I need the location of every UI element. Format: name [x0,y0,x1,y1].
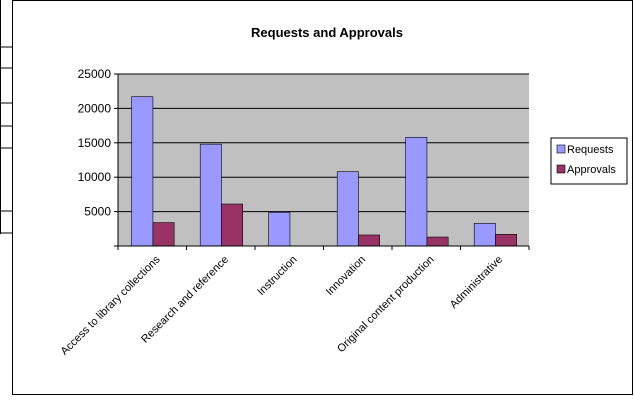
bar-requests [405,136,428,247]
chart-title: Requests and Approvals [251,25,403,40]
bar-requests [131,96,154,247]
axes [114,73,530,250]
bar-approvals [426,236,449,247]
legend-label: Requests [567,144,614,156]
bar-approvals [358,234,380,247]
y-axis-tick-labels: 5000 10000 15000 20000 25000 [78,67,112,219]
spreadsheet-fragment [0,0,12,234]
y-tick-label: 5000 [84,205,111,219]
legend-swatch [556,164,566,174]
legend-swatch [556,144,566,154]
y-tick-label: 15000 [78,136,112,150]
bar-approvals [495,234,517,247]
bar-requests [336,171,359,247]
gridlines [118,73,529,213]
bar-approvals [221,203,243,247]
bar-approvals [152,222,175,247]
y-tick-label: 25000 [78,67,112,81]
legend-label: Approvals [567,164,616,176]
bar-requests [268,211,291,247]
y-tick-label: 10000 [78,170,112,184]
bar-requests [199,143,222,247]
legend: Requests Approvals [550,137,628,185]
bar-requests [473,222,496,247]
plot-area [118,74,529,246]
y-tick-label: 20000 [78,101,112,115]
